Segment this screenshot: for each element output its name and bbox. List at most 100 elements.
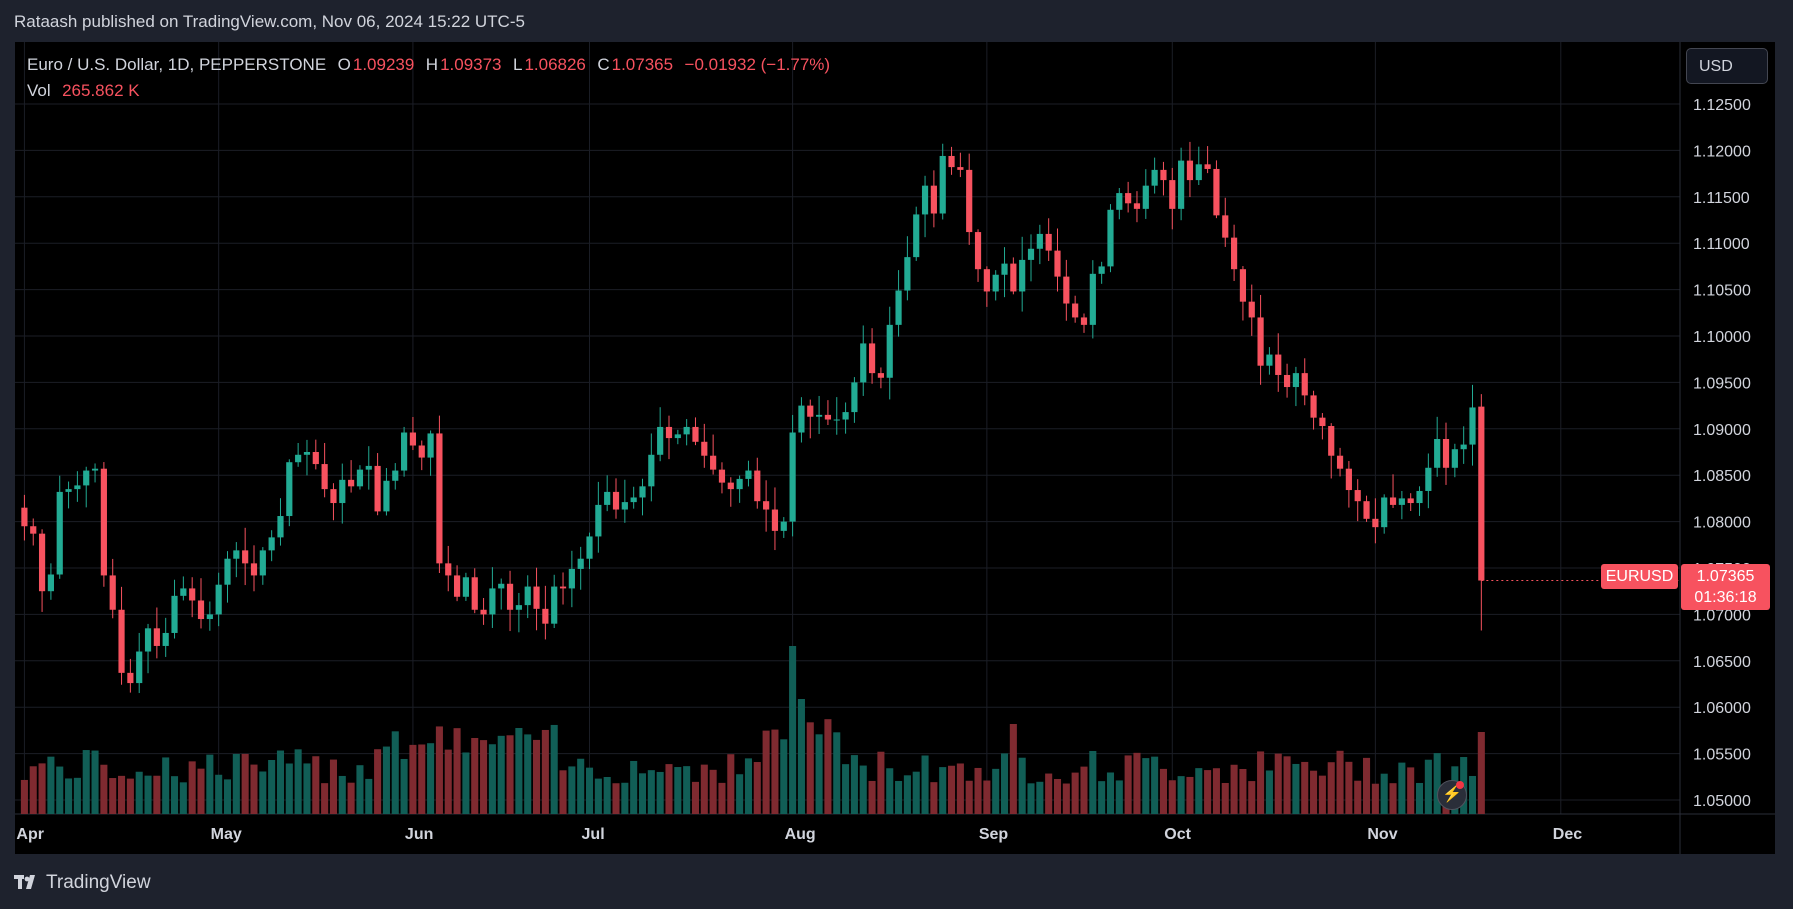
candle-body <box>1389 497 1397 505</box>
volume-bar <box>1142 758 1150 814</box>
volume-bar <box>780 739 788 814</box>
candle-body <box>948 155 955 168</box>
candle-body <box>127 672 134 684</box>
candle-body <box>1001 263 1008 275</box>
time-tick-label: May <box>211 826 242 843</box>
candle-body <box>630 497 637 503</box>
candle-body <box>1283 374 1291 388</box>
volume-bar <box>1133 752 1141 814</box>
volume-bar <box>347 782 355 814</box>
candle-body <box>409 432 417 446</box>
volume-bar <box>444 749 452 814</box>
legend-open-label: O <box>337 55 351 74</box>
symbol-price-badge-label: EURUSD <box>1601 564 1678 589</box>
time-tick-label: Jul <box>582 826 605 843</box>
candle-body <box>877 373 884 378</box>
candle-body <box>1027 248 1035 260</box>
candle-body <box>639 486 646 498</box>
volume-bar <box>400 758 408 814</box>
volume-bar <box>833 732 841 814</box>
time-tick-label: Aug <box>785 826 816 843</box>
volume-bar <box>577 758 585 814</box>
candle-body <box>21 507 28 527</box>
candle-body <box>1178 160 1185 209</box>
volume-bar <box>135 771 143 814</box>
footer-brand[interactable]: TradingView <box>14 872 151 894</box>
candle-body <box>1222 215 1229 238</box>
candle-body <box>939 155 946 214</box>
volume-bar <box>374 749 382 814</box>
volume-bar <box>1018 757 1026 814</box>
candle-body <box>1319 417 1326 427</box>
volume-bar <box>912 771 920 814</box>
candle-body <box>754 470 761 502</box>
volume-bar <box>1195 768 1203 814</box>
currency-button[interactable]: USD <box>1686 48 1768 84</box>
volume-bar <box>771 729 779 814</box>
candle-body <box>1442 439 1450 468</box>
candle-body <box>904 257 911 291</box>
lightning-icon[interactable]: ⚡ <box>1437 780 1467 810</box>
candle-body <box>206 614 213 620</box>
volume-bar <box>683 766 691 814</box>
candle-body <box>401 432 408 471</box>
candle-body <box>1231 237 1238 270</box>
volume-bar <box>541 729 549 814</box>
volume-bar <box>806 722 814 814</box>
candle-body <box>383 480 390 512</box>
volume-bar <box>188 761 196 814</box>
volume-bar <box>1363 757 1371 814</box>
volume-bar <box>312 756 320 814</box>
candle-body <box>1213 168 1220 216</box>
volume-bar <box>992 768 1000 814</box>
candle-body <box>1328 426 1335 456</box>
candle-body <box>1451 449 1458 468</box>
volume-bar <box>727 754 735 814</box>
volume-bar <box>674 767 682 814</box>
price-tick-label: 1.06000 <box>1693 700 1751 717</box>
time-tick-label: Apr <box>16 826 44 843</box>
volume-bar <box>568 766 576 814</box>
candle-body <box>215 584 222 615</box>
volume-bar <box>1212 768 1220 814</box>
volume-bar <box>594 778 602 814</box>
candle-body <box>356 469 364 487</box>
tradingview-logo-icon <box>14 875 35 889</box>
candle-body <box>886 324 893 378</box>
bar-countdown: 01:36:18 <box>1694 589 1757 606</box>
candle-body <box>824 414 832 420</box>
volume-bar <box>153 775 161 814</box>
legend-high-label: H <box>425 55 439 74</box>
legend-symbol[interactable]: Euro / U.S. Dollar, 1D, PEPPERSTONE <box>27 55 327 74</box>
candle-body <box>957 167 964 170</box>
price-tick-label: 1.05000 <box>1693 793 1751 810</box>
volume-bar <box>1204 770 1212 814</box>
volume-bar <box>1115 780 1123 814</box>
chart-svg[interactable]: 1.12500 1.12000 1.11500 1.11000 1.10500 1.100… <box>15 42 1775 854</box>
volume-bar <box>1310 770 1318 814</box>
candle-body <box>612 491 620 510</box>
volume-bar <box>435 726 443 814</box>
candle-body <box>436 433 443 564</box>
candle-body <box>1098 266 1105 274</box>
volume-bar <box>1106 772 1115 814</box>
volume-bar <box>797 699 805 814</box>
candle-body <box>153 628 160 646</box>
legend-close-label: C <box>597 55 610 74</box>
volume-bar <box>956 763 964 814</box>
candle-body <box>144 628 152 652</box>
volume-bar <box>285 763 293 814</box>
candle-body <box>286 462 293 517</box>
time-tick-label: Jun <box>405 826 433 843</box>
volume-bar <box>206 754 214 814</box>
volume-bar <box>1371 783 1379 814</box>
volume-bar <box>109 778 117 814</box>
footer-brand-text: TradingView <box>46 872 151 893</box>
candle-body <box>321 464 328 490</box>
volume-bar <box>1071 772 1079 814</box>
volume-bar <box>550 724 558 814</box>
candle-body <box>533 586 540 609</box>
candle-body <box>277 516 284 538</box>
candle-body <box>233 550 240 559</box>
volume-bar <box>56 766 64 814</box>
